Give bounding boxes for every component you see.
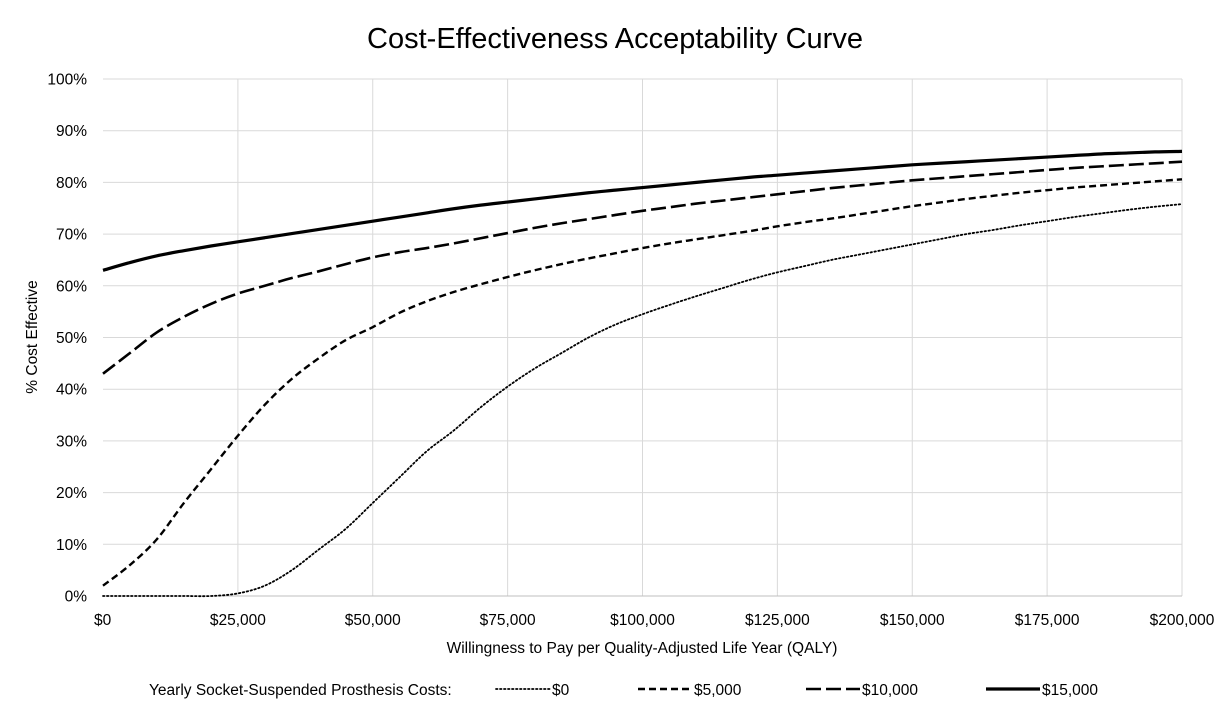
series-line-3 bbox=[102, 149, 1183, 272]
x-tick-label: $200,000 bbox=[1150, 612, 1215, 629]
chart-title: Cost-Effectiveness Acceptability Curve bbox=[367, 23, 863, 55]
y-tick-label: 80% bbox=[56, 175, 87, 192]
series-lines bbox=[102, 149, 1183, 598]
series-line-1 bbox=[102, 178, 1183, 587]
y-tick-label: 100% bbox=[47, 72, 87, 89]
y-tick-label: 60% bbox=[56, 278, 87, 295]
series-line-2 bbox=[102, 160, 1183, 375]
x-tick-label: $75,000 bbox=[480, 612, 536, 629]
y-tick-label: 0% bbox=[65, 589, 88, 606]
x-tick-label: $25,000 bbox=[210, 612, 266, 629]
y-tick-label: 20% bbox=[56, 485, 87, 502]
x-tick-labels: $0 $25,000 $50,000 $75,000 $100,000 $125,000 $… bbox=[94, 612, 1215, 629]
x-tick-label: $175,000 bbox=[1015, 612, 1080, 629]
legend-label: $0 bbox=[552, 682, 570, 699]
x-tick-label: $125,000 bbox=[745, 612, 810, 629]
legend-title: Yearly Socket-Suspended Prosthesis Costs… bbox=[149, 682, 452, 699]
y-tick-labels: 0% 10% 20% 30% 40% 50% 60% 70% 80% 90% 100% bbox=[47, 72, 87, 606]
y-tick-label: 90% bbox=[56, 123, 87, 140]
legend: Yearly Socket-Suspended Prosthesis Costs… bbox=[149, 682, 1098, 699]
y-tick-label: 40% bbox=[56, 382, 87, 399]
x-tick-label: $0 bbox=[94, 612, 112, 629]
y-tick-label: 30% bbox=[56, 433, 87, 450]
x-tick-label: $150,000 bbox=[880, 612, 945, 629]
x-tick-label: $100,000 bbox=[610, 612, 675, 629]
grid-lines bbox=[103, 78, 1183, 596]
y-axis-label: % Cost Effective bbox=[24, 280, 41, 393]
legend-label: $15,000 bbox=[1042, 682, 1098, 699]
legend-label: $5,000 bbox=[694, 682, 742, 699]
y-tick-label: 10% bbox=[56, 537, 87, 554]
y-tick-label: 70% bbox=[56, 227, 87, 244]
x-tick-label: $50,000 bbox=[345, 612, 401, 629]
legend-label: $10,000 bbox=[862, 682, 918, 699]
x-axis-label: Willingness to Pay per Quality-Adjusted … bbox=[447, 640, 838, 657]
y-tick-label: 50% bbox=[56, 330, 87, 347]
series-line-0 bbox=[102, 203, 1183, 598]
